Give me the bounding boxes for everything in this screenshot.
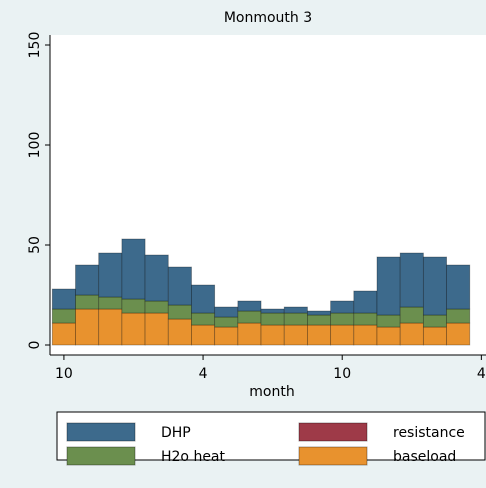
bar-segment <box>237 300 262 312</box>
bar-segment <box>191 284 216 314</box>
bar-segment <box>376 326 401 346</box>
legend-label: DHP <box>161 425 191 441</box>
bar-segment <box>446 322 471 346</box>
bar-segment <box>144 312 169 346</box>
bar-segment <box>214 316 239 328</box>
bar-segment <box>283 324 308 346</box>
x-axis-label: month <box>249 384 294 400</box>
bar-segment <box>283 306 308 314</box>
legend-swatch <box>66 446 136 466</box>
legend-label: baseload <box>393 449 456 465</box>
bar-segment <box>260 324 285 346</box>
bar-segment <box>75 264 100 296</box>
bar-segment <box>446 308 471 324</box>
y-tick-label: 0 <box>27 341 43 350</box>
y-tick-label: 150 <box>27 32 43 59</box>
bar-segment <box>330 324 355 346</box>
x-tick-label: 10 <box>55 366 73 382</box>
bar-segment <box>330 300 355 314</box>
bar-segment <box>260 308 285 314</box>
bar-segment <box>167 304 192 320</box>
bar-segment <box>307 314 332 326</box>
bar-segment <box>75 294 100 310</box>
bar-segment <box>399 252 424 308</box>
x-tick-label: 10 <box>333 366 351 382</box>
bar-segment <box>214 326 239 346</box>
bar-segment <box>75 308 100 346</box>
bar-segment <box>121 298 146 314</box>
bar-segment <box>121 312 146 346</box>
bar-segment <box>144 300 169 314</box>
bar-segment <box>237 310 262 324</box>
legend-swatch <box>66 422 136 442</box>
bar-segment <box>191 324 216 346</box>
bar-segment <box>376 256 401 316</box>
bar-segment <box>214 306 239 318</box>
bar-segment <box>283 312 308 326</box>
bar-segment <box>376 314 401 328</box>
bar-segment <box>98 296 123 310</box>
bar-segment <box>191 312 216 326</box>
bar-segment <box>446 264 471 310</box>
bar-segment <box>237 322 262 346</box>
bar-segment <box>51 308 76 324</box>
bar-segment <box>51 322 76 346</box>
bar-segment <box>167 318 192 346</box>
bar-segment <box>260 312 285 326</box>
bar-segment <box>98 308 123 346</box>
bar-segment <box>51 288 76 310</box>
legend-label: resistance <box>393 425 465 441</box>
bar-segment <box>422 256 447 316</box>
bar-segment <box>399 306 424 324</box>
bar-segment <box>307 324 332 346</box>
bar-segment <box>121 238 146 300</box>
bar-segment <box>399 322 424 346</box>
bar-segment <box>144 254 169 302</box>
y-tick-label: 50 <box>27 236 43 254</box>
bar-segment <box>353 312 378 326</box>
bar-segment <box>330 312 355 326</box>
bar-segment <box>353 324 378 346</box>
bar-segment <box>98 252 123 298</box>
bar-segment <box>422 326 447 346</box>
x-tick-label: 4 <box>477 366 486 382</box>
y-tick-label: 100 <box>27 132 43 159</box>
legend-label: H2o heat <box>161 449 226 465</box>
x-tick-label: 4 <box>199 366 208 382</box>
chart-title: Monmouth 3 <box>224 10 312 26</box>
bar-segment <box>422 314 447 328</box>
bar-segment <box>167 266 192 306</box>
legend-swatch <box>298 422 368 442</box>
bar-segment <box>353 290 378 314</box>
bar-segment <box>307 310 332 316</box>
legend-swatch <box>298 446 368 466</box>
